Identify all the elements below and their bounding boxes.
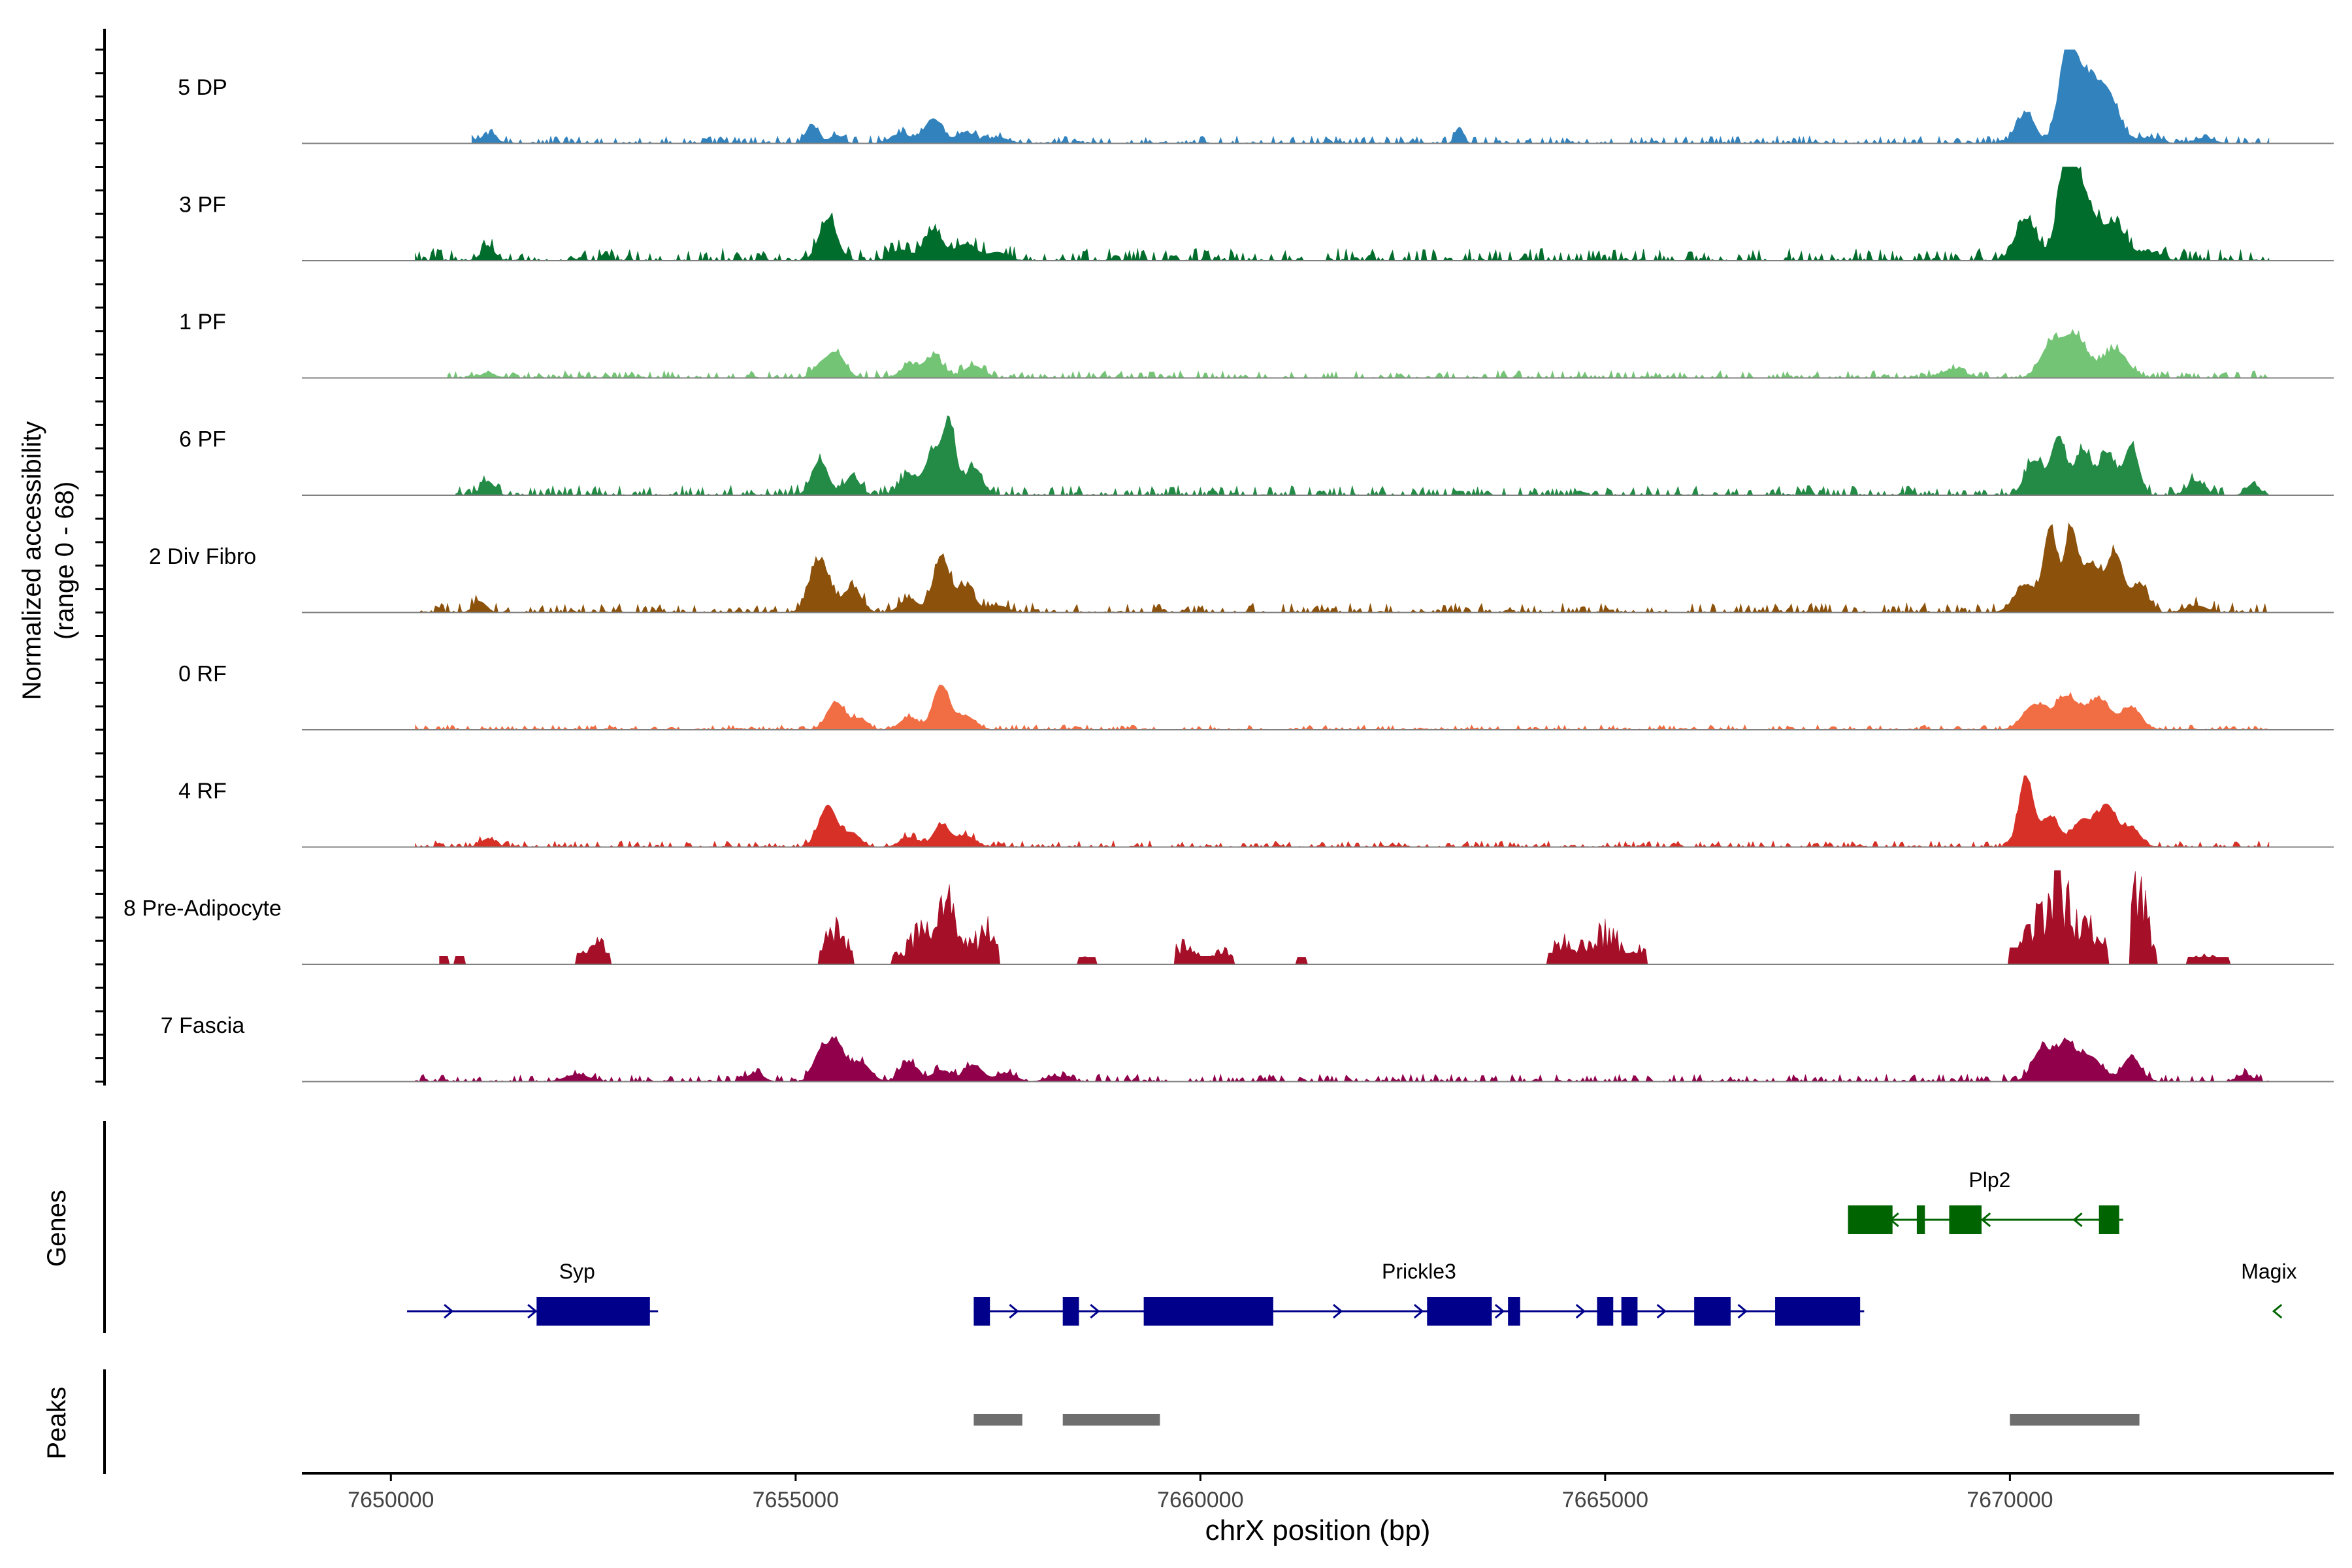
gene-exon — [1597, 1297, 1614, 1326]
track-label: 7 Fascia — [161, 1013, 245, 1038]
gene-exon — [2099, 1205, 2119, 1234]
gene-exon — [1427, 1297, 1492, 1326]
track-1-pf: 1 PF — [179, 310, 2334, 379]
strand-arrow — [527, 1303, 538, 1319]
coverage-area — [415, 166, 2270, 262]
track-label: 6 PF — [179, 427, 226, 452]
y-axis-label: Normalized accessibility — [18, 421, 46, 700]
gene-exon — [1916, 1205, 1925, 1234]
gene-exon — [1775, 1297, 1861, 1326]
strand-arrow — [2072, 1212, 2083, 1228]
x-tick-label: 7650000 — [348, 1488, 434, 1512]
track-0-rf: 0 RF — [178, 662, 2334, 730]
coverage-area — [447, 329, 2270, 379]
peak-region — [1062, 1414, 1160, 1426]
coverage-area — [415, 1036, 2270, 1083]
x-axis-label: chrX position (bp) — [1205, 1514, 1431, 1546]
gene-label: Prickle3 — [1382, 1260, 1456, 1283]
gene-label: Plp2 — [1968, 1168, 2010, 1192]
strand-arrow — [1333, 1303, 1343, 1319]
strand-arrow — [2272, 1303, 2283, 1319]
gene-magix: Magix — [2241, 1260, 2297, 1319]
coverage-area — [415, 685, 2270, 730]
genes-panel-label: Genes — [42, 1190, 71, 1267]
y-axis-range-label: (range 0 - 68) — [50, 482, 79, 640]
gene-exon — [1621, 1297, 1638, 1326]
gene-exon — [1949, 1205, 1982, 1234]
track-label: 2 Div Fibro — [149, 544, 256, 569]
coverage-area — [455, 415, 2270, 497]
track-6-pf: 6 PF — [179, 415, 2334, 497]
x-tick-label: 7665000 — [1562, 1488, 1648, 1512]
strand-arrow — [1090, 1303, 1100, 1319]
strand-arrow — [1656, 1303, 1667, 1319]
coverage-area — [439, 870, 2269, 965]
gene-exon — [1062, 1297, 1079, 1326]
peak-regions — [973, 1414, 2140, 1426]
gene-exon — [1508, 1297, 1520, 1326]
gene-prickle3: Prickle3 — [973, 1260, 1865, 1326]
gene-exon — [1694, 1297, 1731, 1326]
track-8-pre-adipocyte: 8 Pre-Adipocyte — [123, 870, 2334, 965]
gene-plp2: Plp2 — [1848, 1168, 2123, 1234]
track-label: 1 PF — [179, 310, 226, 335]
strand-arrow — [1494, 1303, 1505, 1319]
track-label: 8 Pre-Adipocyte — [123, 896, 282, 921]
track-label: 0 RF — [178, 662, 227, 687]
coverage-tracks: 5 DP 3 PF 1 PF 6 PF 2 Div Fibro 0 RF 4 RF 8 Pre… — [123, 49, 2334, 1083]
gene-label: Magix — [2241, 1260, 2296, 1283]
coverage-y-axis — [95, 29, 106, 1086]
gene-label: Syp — [559, 1260, 595, 1283]
strand-arrow — [1575, 1303, 1586, 1319]
x-tick-label: 7670000 — [1967, 1488, 2053, 1512]
peak-region — [2010, 1414, 2140, 1426]
track-label: 4 RF — [178, 779, 227, 804]
track-label: 3 PF — [179, 193, 226, 218]
peak-region — [973, 1414, 1022, 1426]
strand-arrow — [1413, 1303, 1424, 1319]
strand-arrow — [444, 1303, 454, 1319]
x-tick-label: 7660000 — [1157, 1488, 1243, 1512]
track-label: 5 DP — [178, 75, 227, 100]
gene-syp: Syp — [407, 1260, 659, 1326]
gene-annotations: Syp Prickle3 Plp2 Magix — [407, 1168, 2297, 1326]
coverage-area — [415, 522, 2269, 613]
x-tick-label: 7655000 — [753, 1488, 839, 1512]
strand-arrow — [1737, 1303, 1748, 1319]
track-7-fascia: 7 Fascia — [161, 1013, 2334, 1083]
track-3-pf: 3 PF — [179, 166, 2334, 262]
track-4-rf: 4 RF — [178, 776, 2334, 848]
gene-exon — [1848, 1205, 1893, 1234]
strand-arrow — [1980, 1212, 1991, 1228]
x-axis: 7650000 7655000 7660000 7665000 7670000 — [302, 1472, 2334, 1512]
gene-exon — [1143, 1297, 1273, 1326]
coverage-area — [471, 49, 2270, 144]
strand-arrow — [1009, 1303, 1019, 1319]
gene-exon — [973, 1297, 990, 1326]
gene-exon — [536, 1297, 650, 1326]
track-5-dp: 5 DP — [178, 49, 2334, 144]
track-2-div-fibro: 2 Div Fibro — [149, 522, 2334, 613]
coverage-area — [415, 776, 2270, 848]
peaks-panel-label: Peaks — [42, 1386, 71, 1459]
